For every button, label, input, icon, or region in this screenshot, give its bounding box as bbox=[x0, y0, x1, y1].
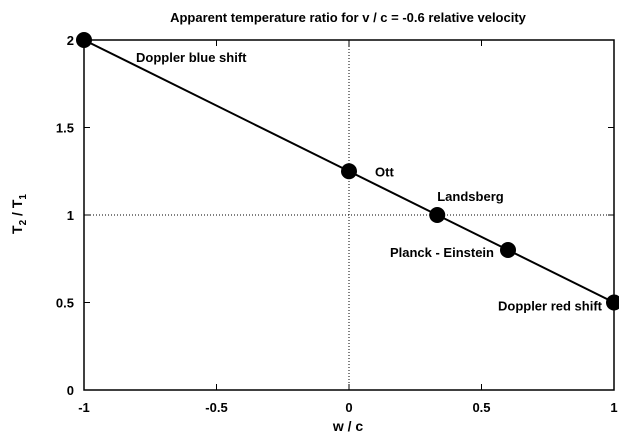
y-axis-label: T2 / T1 bbox=[9, 194, 29, 234]
point-label: Landsberg bbox=[437, 189, 504, 204]
x-tick-label: -0.5 bbox=[205, 400, 227, 415]
y-axis-label-sub1: 1 bbox=[18, 194, 29, 200]
point-label: Doppler red shift bbox=[498, 299, 603, 314]
x-tick-label: 0 bbox=[345, 400, 352, 415]
y-axis-label-sub2: 2 bbox=[18, 219, 29, 225]
data-point bbox=[341, 163, 357, 180]
x-tick-label: 1 bbox=[610, 400, 617, 415]
x-tick-label: 0.5 bbox=[472, 400, 490, 415]
y-axis-label-sep: / T bbox=[9, 199, 25, 220]
y-tick-label: 1 bbox=[67, 208, 74, 223]
plot-area: -1 -0.5 0 0.5 1 0 0.5 1 1.5 2 Doppler blue shift Ot… bbox=[56, 32, 619, 415]
y-tick-label: 0.5 bbox=[56, 296, 74, 311]
point-label: Ott bbox=[375, 164, 394, 179]
chart-title: Apparent temperature ratio for v / c = -… bbox=[170, 10, 527, 25]
point-label: Doppler blue shift bbox=[136, 50, 247, 65]
x-axis-label: w / c bbox=[332, 418, 364, 434]
data-point bbox=[500, 242, 516, 258]
point-label: Planck - Einstein bbox=[390, 245, 494, 260]
y-tick-label: 2 bbox=[67, 33, 74, 48]
y-axis-label-main: T bbox=[9, 225, 25, 234]
data-point bbox=[606, 294, 619, 311]
data-point bbox=[76, 32, 92, 48]
data-point bbox=[429, 207, 446, 223]
x-tick-label: -1 bbox=[78, 400, 90, 415]
y-tick-label: 0 bbox=[67, 383, 74, 398]
y-tick-label: 1.5 bbox=[56, 121, 74, 136]
